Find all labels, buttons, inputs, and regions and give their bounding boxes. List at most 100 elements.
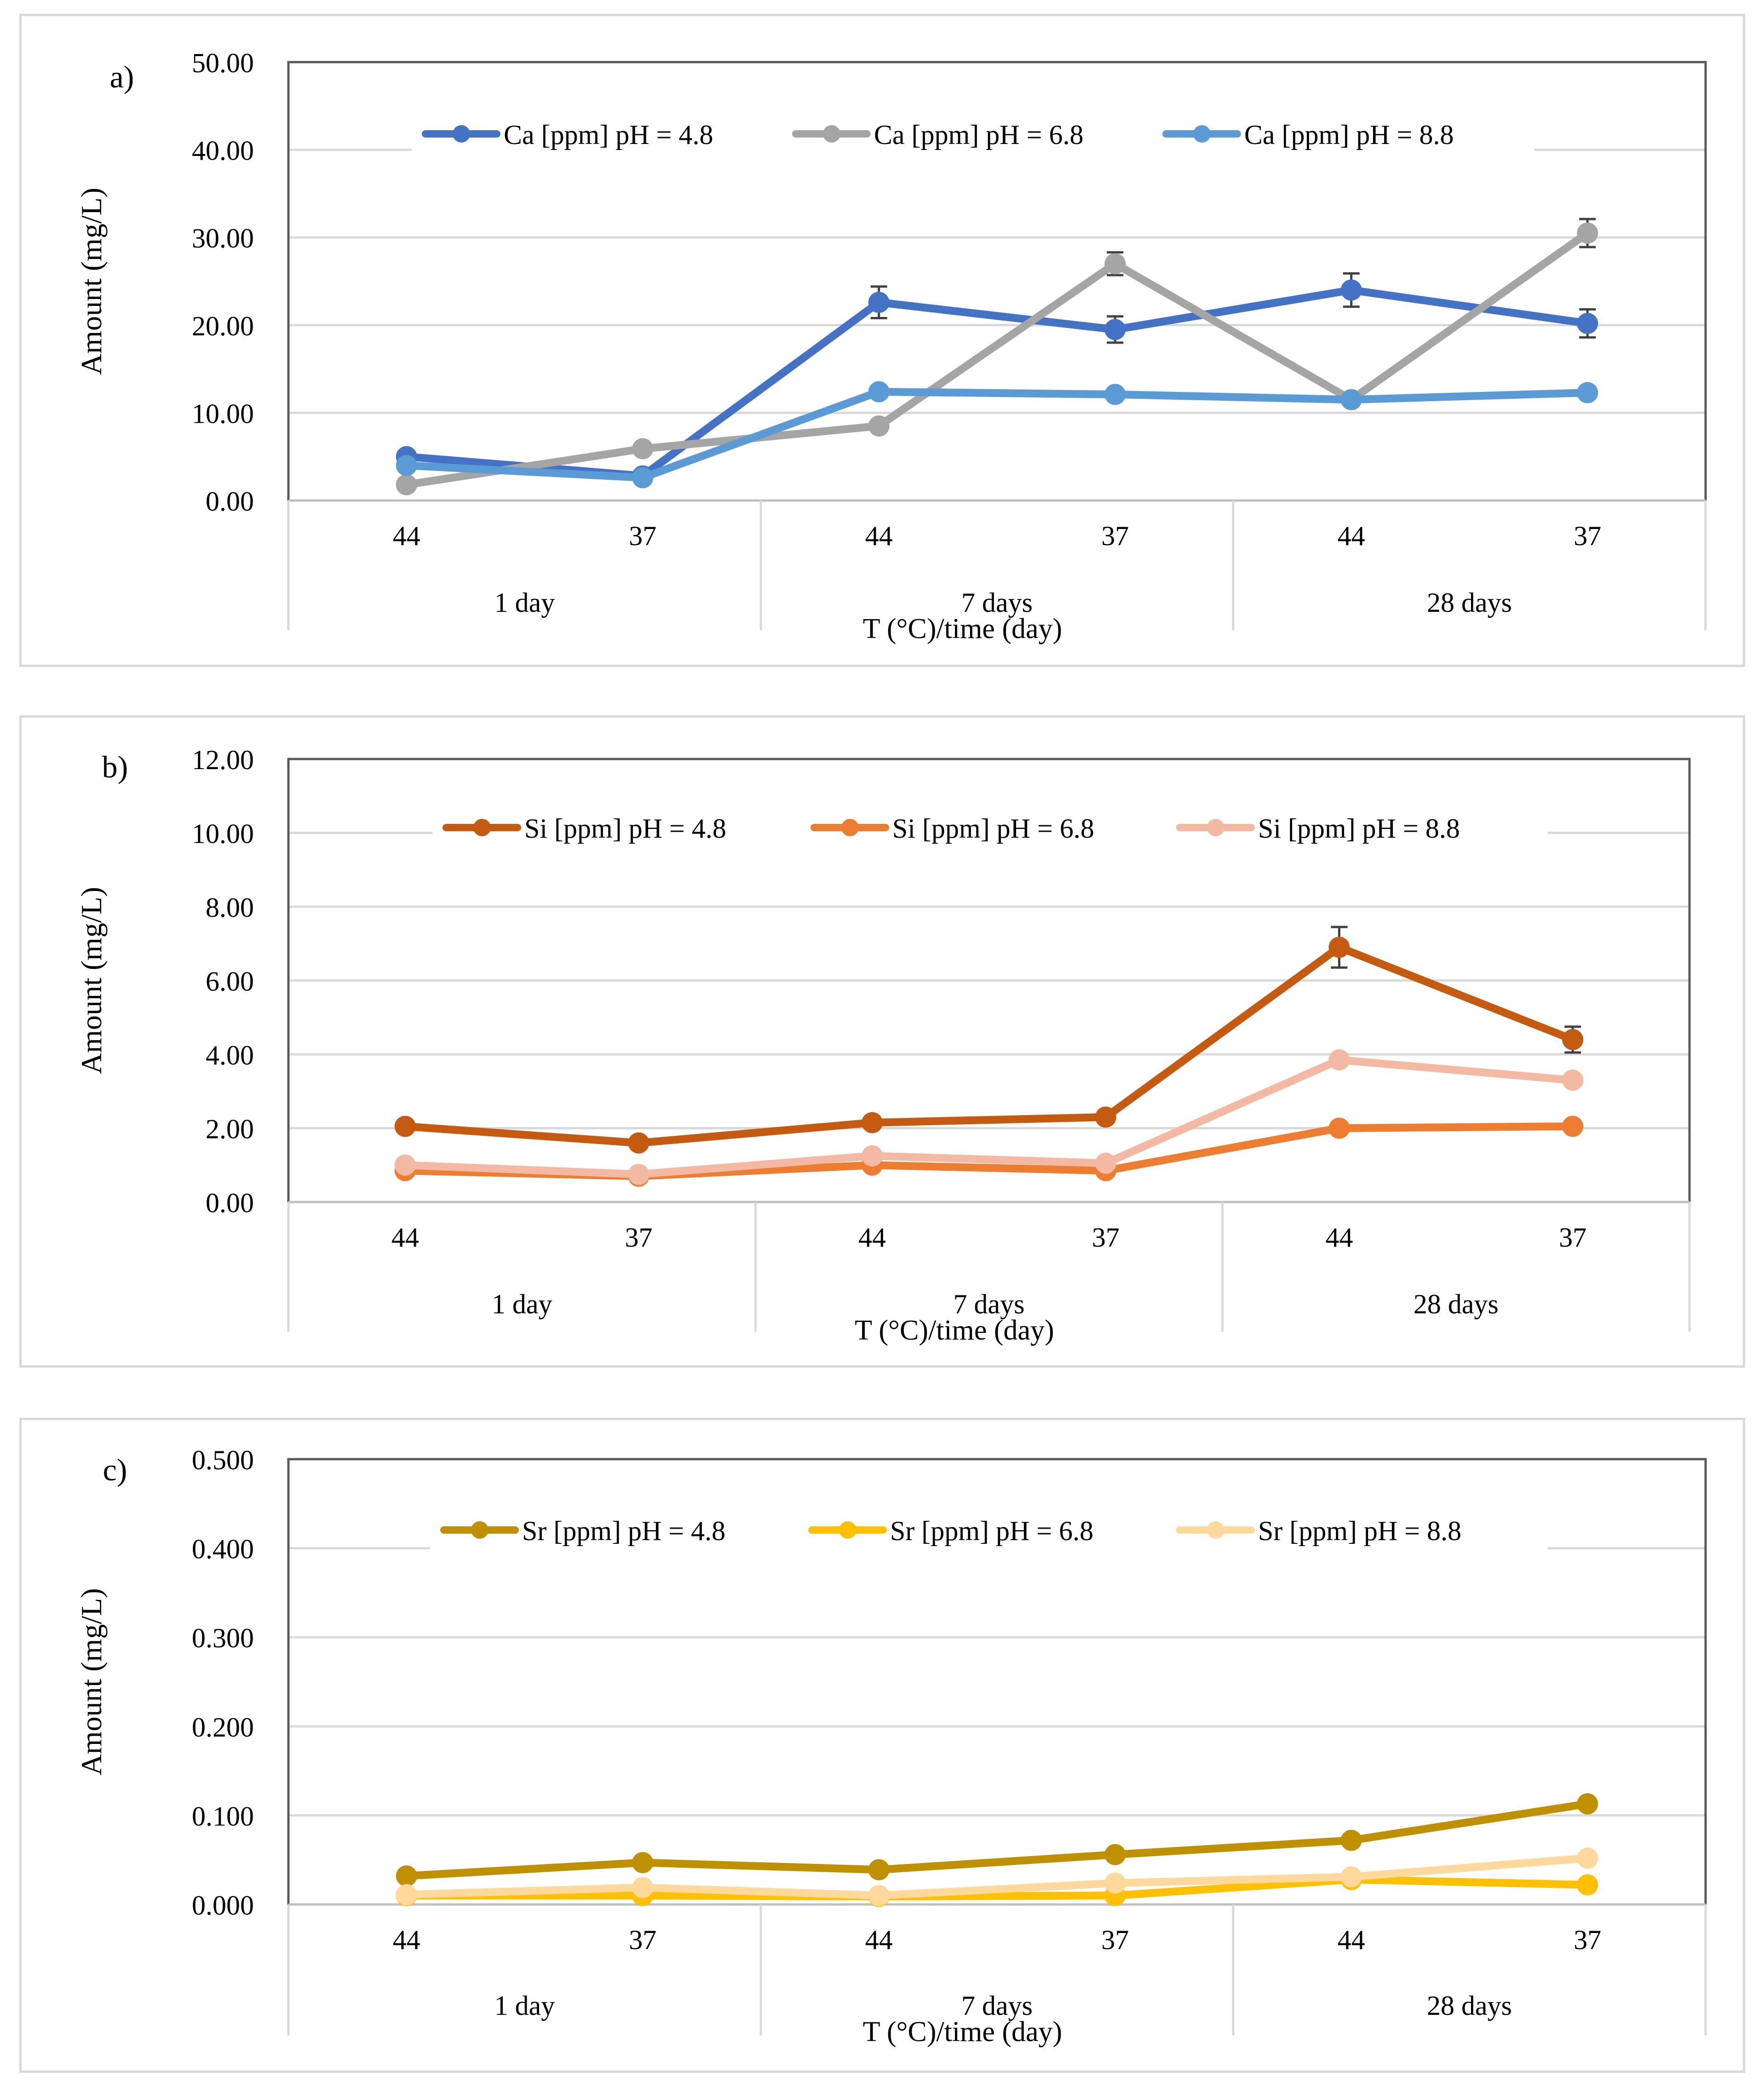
x-tick-label: 37: [1101, 521, 1129, 551]
data-point: [1577, 222, 1598, 244]
series-line: [402, 388, 1592, 482]
data-point: [868, 1885, 890, 1906]
data-point: [1328, 1117, 1350, 1139]
data-point: [1340, 1866, 1362, 1887]
x-tick-label: 37: [625, 1222, 653, 1253]
legend-swatch-marker: [823, 125, 840, 143]
series-line: [401, 943, 1577, 1147]
data-point: [1104, 253, 1126, 275]
x-tick-label: 37: [1559, 1222, 1586, 1253]
legend-entry: Si [ppm] pH = 6.8: [892, 813, 1094, 844]
data-point: [396, 1865, 417, 1887]
legend-swatch-marker: [453, 125, 470, 143]
legend-swatch-marker: [471, 1521, 488, 1539]
y-tick-label: 10.00: [192, 398, 254, 429]
legend-entry: Sr [ppm] pH = 8.8: [1258, 1516, 1461, 1546]
legend-entry: Ca [ppm] pH = 4.8: [504, 120, 713, 150]
x-tick-label: 37: [1574, 1925, 1601, 1955]
data-point: [632, 1877, 654, 1898]
data-point: [1562, 1029, 1584, 1050]
legend-swatch-marker: [1207, 1521, 1224, 1539]
data-point: [1104, 1872, 1126, 1894]
data-point: [628, 1163, 649, 1185]
x-tick-label: 44: [393, 521, 420, 551]
y-tick-label: 20.00: [192, 311, 254, 341]
y-axis-title: Amount (mg/L): [75, 188, 108, 375]
y-tick-label: 0.000: [192, 1890, 254, 1921]
data-point: [1577, 1793, 1598, 1815]
y-tick-label: 12.00: [192, 745, 254, 775]
x-tick-label: 37: [629, 521, 656, 551]
data-point: [1562, 1070, 1584, 1091]
data-point: [868, 1859, 890, 1881]
y-tick-label: 30.00: [192, 223, 254, 253]
legend-background: [430, 1504, 1548, 1555]
x-group-label: 28 days: [1413, 1289, 1499, 1319]
legend-entry: Sr [ppm] pH = 6.8: [890, 1516, 1093, 1546]
x-group-label: 7 days: [961, 587, 1033, 618]
data-point: [1095, 1152, 1116, 1174]
data-point: [868, 381, 890, 403]
x-tick-label: 44: [1338, 521, 1365, 551]
series-line: [401, 1056, 1577, 1179]
x-tick-label: 44: [1338, 1925, 1365, 1955]
legend-swatch-marker: [473, 819, 491, 836]
data-point: [868, 292, 890, 313]
y-tick-label: 40.00: [192, 136, 254, 166]
y-tick-label: 0.200: [192, 1712, 254, 1743]
x-group-label: 1 day: [492, 1289, 552, 1319]
data-point: [628, 1132, 649, 1154]
plot-frame: [287, 1458, 1707, 1904]
data-point: [1328, 937, 1350, 958]
data-point: [1328, 1049, 1350, 1071]
data-point: [1562, 1116, 1584, 1137]
data-point: [1577, 382, 1598, 403]
legend-background: [432, 802, 1548, 852]
y-axis-title: Amount (mg/L): [75, 1588, 108, 1775]
data-point: [1577, 1874, 1598, 1896]
data-point: [1104, 1844, 1126, 1865]
x-group-label: 7 days: [954, 1289, 1025, 1319]
legend-swatch-marker: [839, 1521, 856, 1539]
x-tick-label: 44: [393, 1925, 420, 1955]
y-tick-label: 0.00: [206, 486, 254, 517]
y-tick-label: 0.00: [206, 1188, 254, 1218]
x-group-label: 28 days: [1427, 1990, 1512, 2021]
x-axis-title: T (°C)/time (day): [863, 613, 1062, 644]
series-line: [402, 1875, 1592, 1901]
legend-entry: Sr [ppm] pH = 4.8: [522, 1516, 725, 1546]
legend-entry: Si [ppm] pH = 4.8: [524, 813, 726, 844]
legend-swatch-marker: [1207, 819, 1224, 836]
x-tick-label: 37: [1574, 521, 1601, 551]
data-point: [632, 467, 654, 489]
y-tick-label: 2.00: [206, 1114, 254, 1145]
x-tick-label: 44: [391, 1222, 419, 1253]
x-axis-title: T (°C)/time (day): [855, 1315, 1054, 1346]
data-point: [394, 1116, 416, 1137]
legend-entry: Ca [ppm] pH = 6.8: [874, 120, 1083, 150]
data-point: [396, 1884, 417, 1905]
series-line: [402, 1800, 1592, 1880]
y-tick-label: 50.00: [192, 48, 254, 78]
x-tick-label: 37: [1101, 1925, 1129, 1955]
data-point: [1104, 319, 1126, 340]
y-axis-title: Amount (mg/L): [75, 887, 108, 1074]
y-tick-label: 0.500: [192, 1445, 254, 1475]
x-tick-label: 37: [629, 1925, 656, 1955]
y-tick-label: 8.00: [206, 892, 254, 923]
x-tick-label: 44: [1326, 1222, 1353, 1253]
x-axis-title: T (°C)/time (day): [863, 2016, 1062, 2048]
data-point: [1095, 1106, 1116, 1128]
data-point: [396, 454, 417, 476]
data-point: [1104, 384, 1126, 405]
y-tick-label: 0.100: [192, 1801, 254, 1831]
data-point: [396, 474, 417, 495]
legend-background: [412, 108, 1534, 159]
data-point: [862, 1112, 883, 1133]
x-group-label: 28 days: [1427, 587, 1512, 618]
panel-label: a): [110, 59, 134, 94]
series-line: [402, 229, 1592, 489]
x-group-label: 7 days: [961, 1990, 1033, 2021]
y-tick-label: 0.300: [192, 1623, 254, 1653]
